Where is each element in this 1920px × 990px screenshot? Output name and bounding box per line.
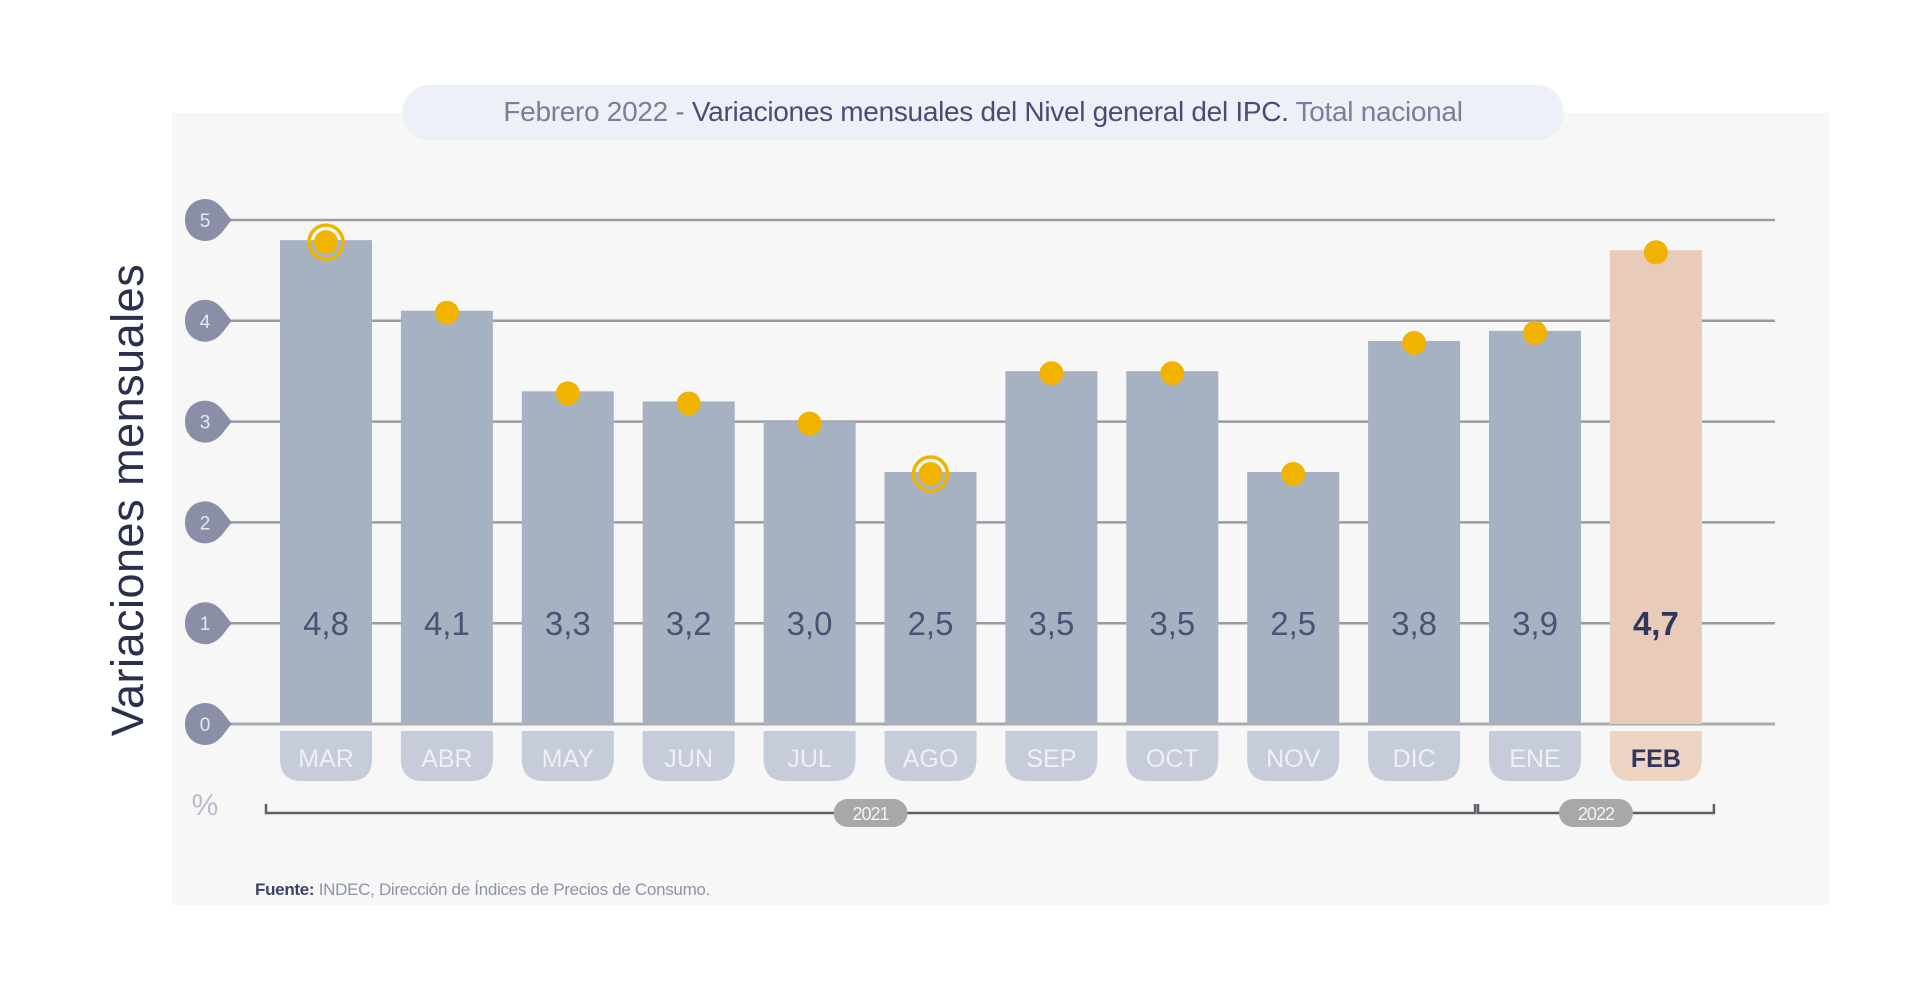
value-label-ago: 2,5 <box>908 605 954 642</box>
month-label-mar: MAR <box>298 745 354 773</box>
marker-abr <box>434 300 459 325</box>
bar-nov <box>1247 472 1340 724</box>
bar-dic <box>1368 340 1461 724</box>
year-pill-2022 <box>1558 799 1633 827</box>
year-label-2022: 2022 <box>1578 804 1615 824</box>
value-label-abr: 4,1 <box>424 605 470 642</box>
month-label-dic: DIC <box>1393 745 1436 773</box>
bar-sep <box>1005 371 1098 724</box>
y-tick-label-4: 4 <box>200 312 211 333</box>
source-label: Fuente: <box>255 880 315 899</box>
month-label-oct: OCT <box>1146 745 1199 773</box>
y-tick-badge-0 <box>185 703 232 745</box>
y-tick-label-0: 0 <box>200 715 211 736</box>
value-label-may: 3,3 <box>545 605 591 642</box>
y-unit-label: % <box>192 789 219 822</box>
month-pill-feb <box>1609 731 1702 781</box>
marker-ago <box>918 462 943 486</box>
month-pill-nov <box>1247 731 1340 781</box>
month-label-jul: JUL <box>787 745 832 773</box>
value-label-jul: 3,0 <box>787 605 833 642</box>
month-pill-may <box>521 731 614 781</box>
y-tick-badge-4 <box>185 299 232 342</box>
value-label-sep: 3,5 <box>1028 605 1074 642</box>
month-label-feb: FEB <box>1631 745 1681 773</box>
marker-jun <box>676 391 701 416</box>
value-label-jun: 3,2 <box>666 605 712 642</box>
month-label-may: MAY <box>542 745 595 773</box>
marker-ene <box>1523 320 1547 345</box>
bar-ago <box>884 472 977 724</box>
y-tick-label-5: 5 <box>200 211 211 232</box>
y-ticks: 0 1 2 3 4 5 <box>185 199 232 745</box>
marker-feb <box>1643 240 1668 265</box>
y-tick-badge-1 <box>185 602 232 645</box>
y-tick-badge-5 <box>185 199 232 241</box>
value-label-mar: 4,8 <box>303 605 349 642</box>
marker-ring-ago <box>911 455 950 493</box>
month-pill-jul <box>763 731 856 781</box>
source-text: INDEC, Dirección de Índices de Precios d… <box>314 880 711 899</box>
month-pill-oct <box>1126 731 1219 781</box>
value-label-nov: 2,5 <box>1270 605 1316 642</box>
bar-jun <box>642 401 735 724</box>
month-pill-sep <box>1005 731 1098 781</box>
month-label-ago: AGO <box>903 745 959 773</box>
marker-nov <box>1281 462 1306 486</box>
value-label-dic: 3,8 <box>1391 605 1437 642</box>
y-tick-label-1: 1 <box>200 614 211 635</box>
chart-title: Febrero 2022 - Variaciones mensuales del… <box>403 85 1563 138</box>
bar-may <box>521 391 614 724</box>
value-label-ene: 3,9 <box>1512 605 1558 642</box>
bar-feb <box>1609 250 1702 725</box>
x-labels: MAR ABR MAY JUN JUL AGO SEP OCT NOV DIC ENE FEB <box>280 731 1702 781</box>
bar-oct <box>1126 371 1219 724</box>
marker-may <box>555 381 580 406</box>
year-label-2021: 2021 <box>853 804 890 824</box>
y-tick-badge-2 <box>185 501 232 544</box>
marker-oct <box>1160 361 1185 386</box>
year-pill-2021 <box>833 799 908 827</box>
marker-dic <box>1402 330 1427 355</box>
month-pill-abr <box>400 731 493 781</box>
month-pill-jun <box>642 731 735 781</box>
month-label-abr: ABR <box>421 745 472 773</box>
bars: 4,8 4,1 3,3 3,2 3,0 2,5 3,5 3,5 2,5 3,8 3,9 4,7 <box>280 223 1702 725</box>
month-label-jun: JUN <box>664 745 713 773</box>
marker-jul <box>797 411 822 436</box>
marker-ring-mar <box>307 223 345 261</box>
month-label-nov: NOV <box>1266 745 1321 773</box>
source-note: Fuente: INDEC, Dirección de Índices de P… <box>255 880 710 900</box>
month-label-sep: SEP <box>1026 745 1076 773</box>
year-brackets: 2021 2022 <box>264 799 1716 827</box>
y-tick-label-3: 3 <box>200 413 211 434</box>
month-pill-ago <box>884 731 977 781</box>
value-label-feb: 4,7 <box>1633 605 1679 642</box>
month-pill-mar <box>280 731 372 781</box>
title-suffix: Total nacional <box>1288 95 1463 127</box>
month-pill-ene <box>1489 731 1581 781</box>
y-tick-label-2: 2 <box>200 513 211 534</box>
month-pill-dic <box>1368 731 1461 781</box>
bar-mar <box>280 240 372 724</box>
title-separator: - <box>667 95 692 127</box>
bar-abr <box>400 310 493 724</box>
title-period: Febrero 2022 <box>503 95 668 127</box>
value-label-oct: 3,5 <box>1149 605 1195 642</box>
bar-ene <box>1489 330 1581 724</box>
bar-jul <box>763 421 856 724</box>
marker-mar <box>314 230 338 255</box>
marker-sep <box>1039 361 1064 386</box>
y-tick-badge-3 <box>185 400 232 443</box>
month-label-ene: ENE <box>1509 745 1560 773</box>
title-main: Variaciones mensuales del Nivel general … <box>691 95 1289 127</box>
